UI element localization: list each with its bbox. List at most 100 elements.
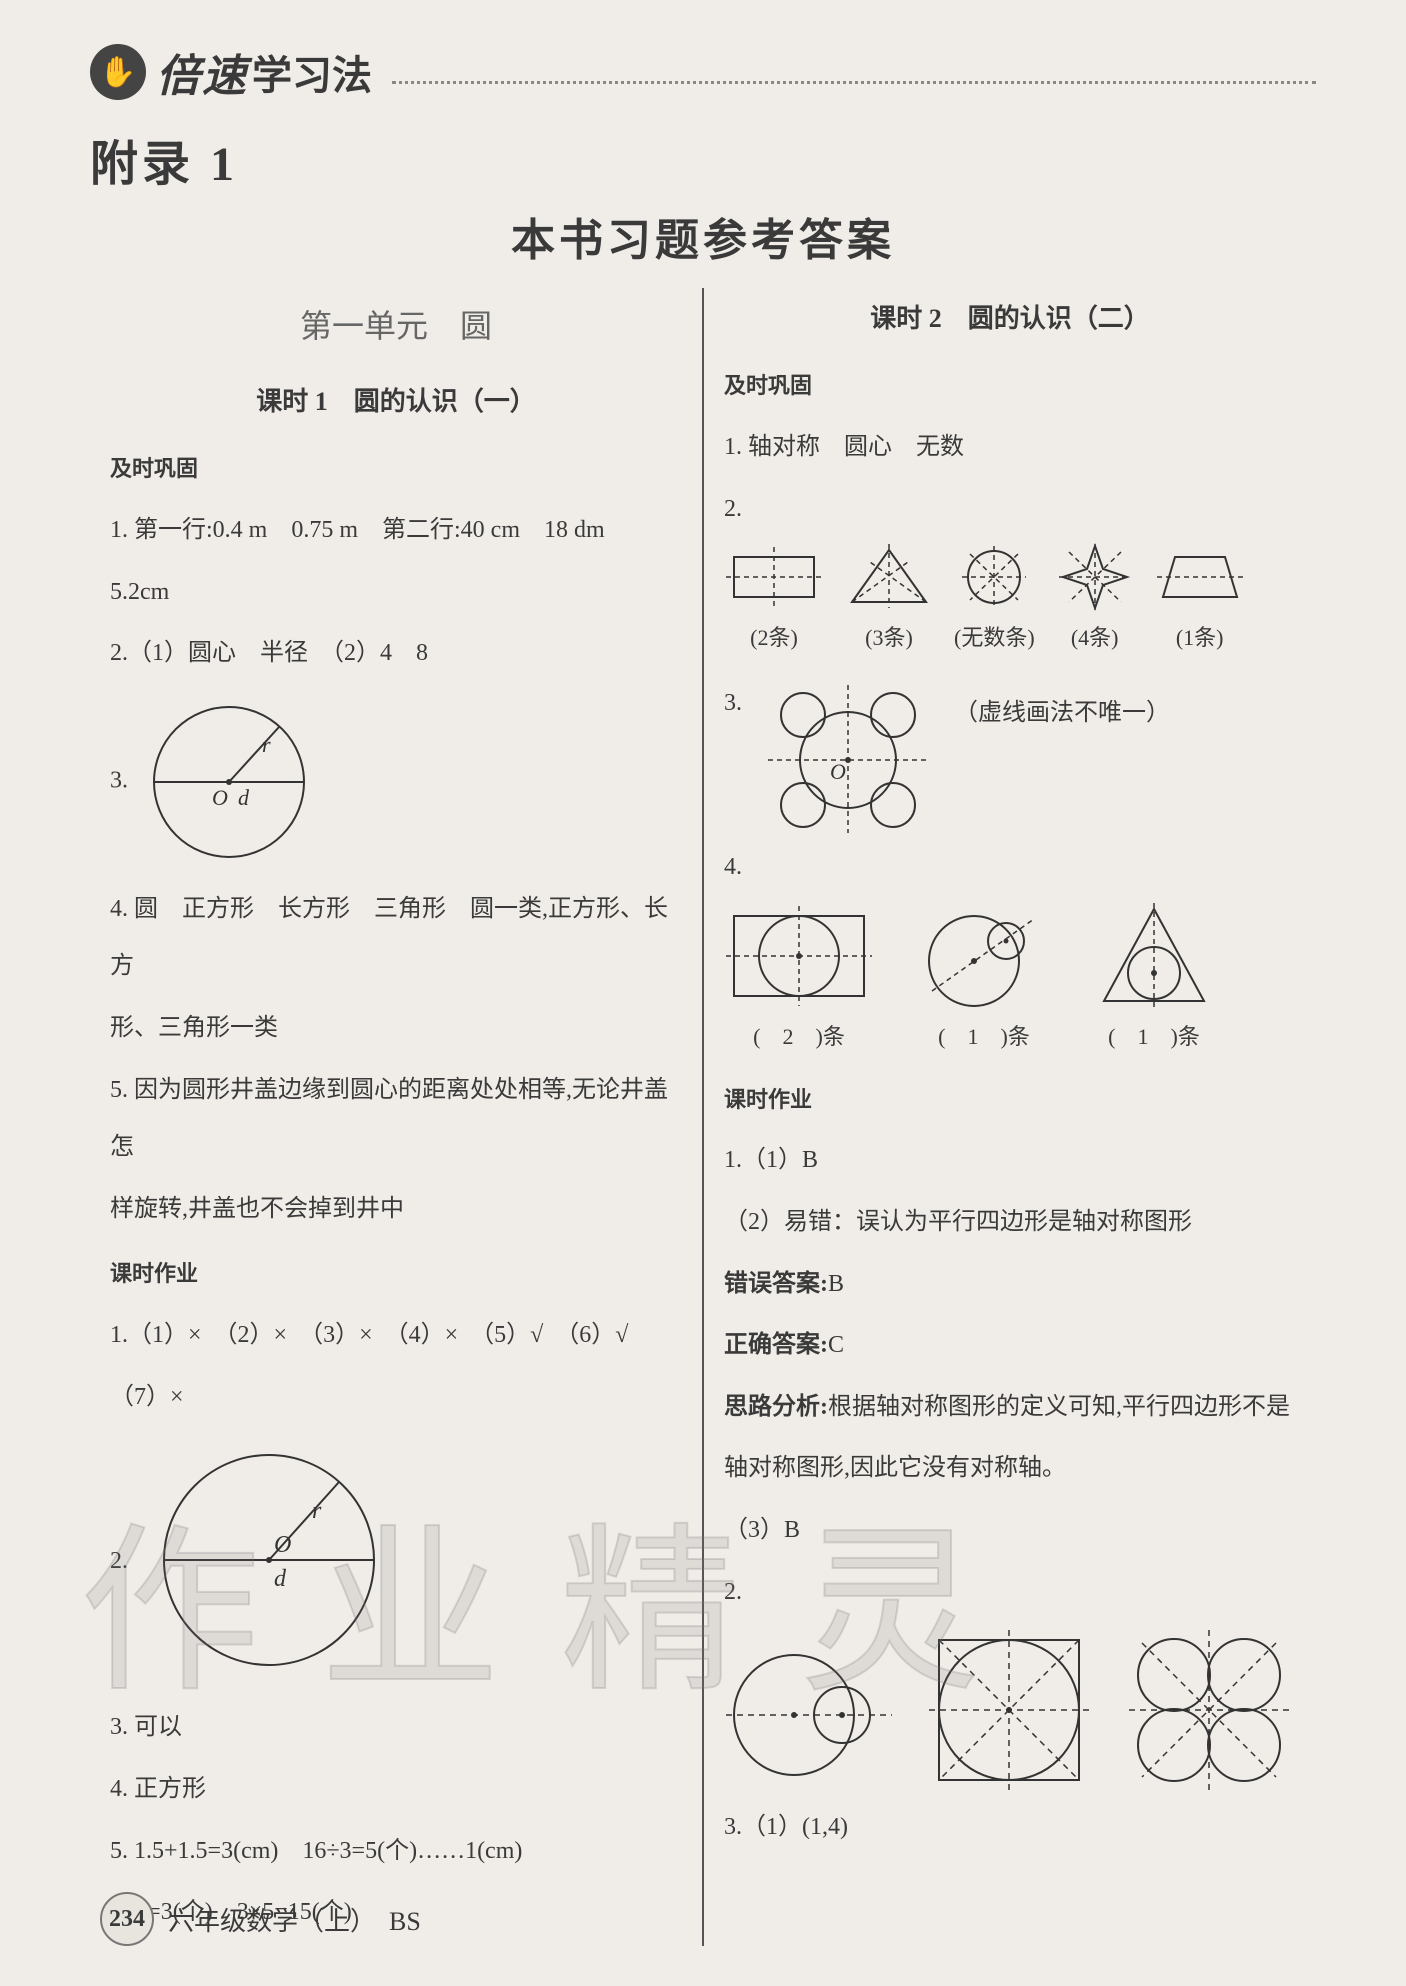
big-2circles-icon <box>724 1625 894 1795</box>
shape-tri-circle: ( 1 )条 <box>1094 901 1214 1064</box>
left-q2: 2.（1）圆心 半径 （2）4 8 <box>110 625 682 683</box>
right-q2: 2. <box>724 481 1296 539</box>
shape-circle: (无数条) <box>954 542 1035 665</box>
logo-icon: ✋ <box>90 44 146 100</box>
left-hw2-label: 2. <box>110 1548 128 1574</box>
left-q5-line1: 5. 因为圆形井盖边缘到圆心的距离处处相等,无论井盖怎 <box>110 1062 682 1177</box>
rect-icon <box>724 542 824 612</box>
star-icon <box>1055 542 1135 612</box>
header-bar: ✋ 倍速 学习法 <box>90 40 1316 104</box>
circle-sym-icon <box>954 542 1034 612</box>
r4c-label: ( 1 )条 <box>1108 1011 1200 1064</box>
trap-label: (1条) <box>1176 612 1224 665</box>
circ-label: (无数条) <box>954 612 1035 665</box>
mickey-diagram: O <box>758 675 938 835</box>
analysis-line1: 根据轴对称图形的定义可知,平行四边形不是 <box>828 1394 1290 1420</box>
section-keshi-1: 课时作业 <box>110 1248 682 1301</box>
left-q1-line1: 1. 第一行:0.4 m 0.75 m 第二行:40 cm 18 dm <box>110 502 682 560</box>
left-q3-label: 3. <box>110 767 128 793</box>
correct-ans-label: 正确答案: <box>724 1332 828 1358</box>
shapes-row-1: (2条) (3条) (无数条) <box>724 542 1296 665</box>
brand-bold: 倍速 <box>156 40 248 104</box>
right-hw2d1: 思路分析:根据轴对称图形的定义可知,平行四边形不是 <box>724 1379 1296 1437</box>
right-hw2e: （3）B <box>724 1502 1296 1560</box>
unit-title: 第一单元 圆 <box>110 288 682 365</box>
left-hw3: 3. 可以 <box>110 1699 682 1757</box>
header-dotted-rule <box>392 81 1316 84</box>
shape-two-circles: ( 1 )条 <box>914 901 1054 1064</box>
two-column-layout: 第一单元 圆 课时 1 圆的认识（一） 及时巩固 1. 第一行:0.4 m 0.… <box>90 288 1316 1946</box>
rect-circle-icon <box>724 901 874 1011</box>
left-hw2: 2. r O d <box>110 1430 682 1695</box>
right-hw2a-text: （2）易错：误认为平行四边形是轴对称图形 <box>724 1209 1192 1235</box>
trapezoid-icon <box>1155 542 1245 612</box>
main-title: 本书习题参考答案 <box>90 204 1316 268</box>
right-hw2d2: 轴对称图形,因此它没有对称轴。 <box>724 1440 1296 1498</box>
circle-diagram-1: r O d <box>134 687 334 877</box>
logo-glyph: ✋ <box>99 55 136 90</box>
svg-text:r: r <box>262 732 271 757</box>
svg-text:d: d <box>274 1566 287 1592</box>
section-jishi-2: 及时巩固 <box>724 360 1296 413</box>
star-label: (4条) <box>1071 612 1119 665</box>
shape-trapezoid: (1条) <box>1155 542 1245 665</box>
appendix-label: 附录 1 <box>90 124 1316 194</box>
circle-diagram-2: r O d <box>134 1430 414 1695</box>
triangle-icon <box>844 542 934 612</box>
tri-label: (3条) <box>865 612 913 665</box>
big-shapes-row <box>724 1625 1296 1795</box>
lesson2-title: 课时 2 圆的认识（二） <box>724 288 1296 350</box>
lesson1-title: 课时 1 圆的认识（一） <box>110 371 682 433</box>
left-hw4: 4. 正方形 <box>110 1761 682 1819</box>
analysis-label: 思路分析: <box>724 1394 828 1420</box>
right-hw1: 1.（1）B <box>724 1132 1296 1190</box>
right-hw2b: 错误答案:B <box>724 1256 1296 1314</box>
wrong-ans-val: B <box>828 1271 844 1297</box>
big-square-circle-icon <box>924 1625 1094 1795</box>
right-column: 课时 2 圆的认识（二） 及时巩固 1. 轴对称 圆心 无数 2. (2条) <box>704 288 1316 1946</box>
right-hw2a: （2）易错：误认为平行四边形是轴对称图形 <box>724 1194 1296 1252</box>
rect-label: (2条) <box>750 612 798 665</box>
page-footer: 234 六年级数学（上） BS <box>100 1892 421 1946</box>
brand-rest: 学习法 <box>252 43 372 101</box>
left-hw5a: 5. 1.5+1.5=3(cm) 16÷3=5(个)……1(cm) <box>110 1823 682 1881</box>
svg-text:O: O <box>830 759 846 784</box>
right-q3-label: 3. <box>724 675 742 733</box>
two-circles-icon <box>914 901 1054 1011</box>
right-q2-label: 2. <box>724 496 742 522</box>
shape-triangle: (3条) <box>844 542 934 665</box>
right-hw2c: 正确答案:C <box>724 1317 1296 1375</box>
right-q3-note: （虚线画法不唯一） <box>954 685 1170 743</box>
wrong-ans-label: 错误答案: <box>724 1271 828 1297</box>
shape-star: (4条) <box>1055 542 1135 665</box>
right-q4-label: 4. <box>724 839 1296 897</box>
right-q1: 1. 轴对称 圆心 无数 <box>724 419 1296 477</box>
right-hw3-label: 2. <box>724 1564 1296 1622</box>
shape-rect-circle: ( 2 )条 <box>724 901 874 1064</box>
right-hw4: 3.（1）(1,4) <box>724 1799 1296 1857</box>
left-hw1b: （7）× <box>110 1369 682 1427</box>
r4b-label: ( 1 )条 <box>938 1011 1030 1064</box>
footer-text: 六年级数学（上） BS <box>168 1901 421 1938</box>
left-q5-line2: 样旋转,井盖也不会掉到井中 <box>110 1181 682 1239</box>
section-jishi-1: 及时巩固 <box>110 443 682 496</box>
r4a-label: ( 2 )条 <box>753 1011 845 1064</box>
tri-circle-icon <box>1094 901 1214 1011</box>
shapes-row-4: ( 2 )条 ( 1 )条 ( 1 )条 <box>724 901 1296 1064</box>
section-keshi-2: 课时作业 <box>724 1074 1296 1127</box>
correct-ans-val: C <box>828 1332 844 1358</box>
left-q1-line2: 5.2cm <box>110 564 682 622</box>
left-q4-line1: 4. 圆 正方形 长方形 三角形 圆一类,正方形、长方 <box>110 881 682 996</box>
page-number: 234 <box>100 1892 154 1946</box>
big-4circles-icon <box>1124 1625 1294 1795</box>
left-q4-line2: 形、三角形一类 <box>110 1000 682 1058</box>
left-q3: 3. r O d <box>110 687 682 877</box>
svg-text:O: O <box>212 785 228 810</box>
svg-text:r: r <box>312 1498 322 1524</box>
svg-text:d: d <box>238 785 250 810</box>
shape-rect: (2条) <box>724 542 824 665</box>
right-q3: 3. O （虚线画法不唯一） <box>724 675 1296 835</box>
left-column: 第一单元 圆 课时 1 圆的认识（一） 及时巩固 1. 第一行:0.4 m 0.… <box>90 288 704 1946</box>
svg-text:O: O <box>274 1532 291 1558</box>
left-hw1: 1.（1）× （2）× （3）× （4）× （5）√ （6）√ <box>110 1307 682 1365</box>
